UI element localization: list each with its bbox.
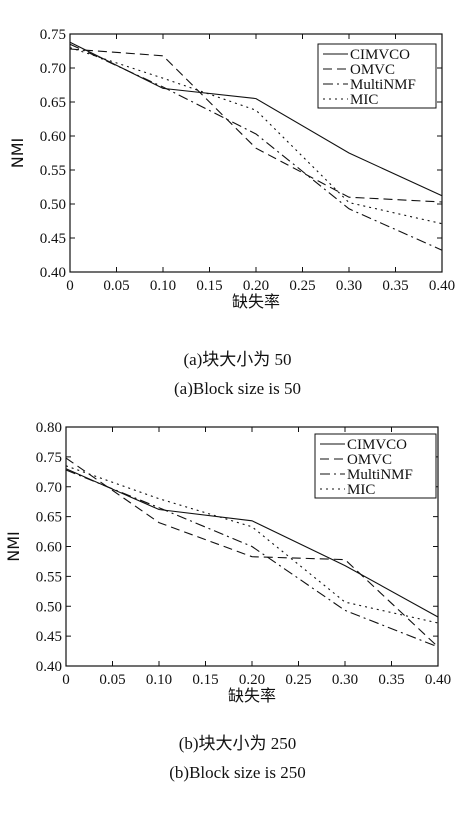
x-tick-label: 0.20	[239, 672, 265, 688]
legend-label: MIC	[347, 482, 375, 498]
x-tick-label: 0.15	[192, 672, 218, 688]
caption-cn-b: (b)块大小为 250	[178, 734, 297, 753]
series-line-cimvco	[65, 468, 439, 618]
x-tick-label: 0.25	[289, 278, 315, 294]
series-line-multinmf	[65, 469, 439, 648]
y-tick-label: 0.75	[36, 450, 62, 466]
series-line-multinmf	[69, 43, 443, 251]
x-tick-label: 0.05	[99, 672, 125, 688]
y-axis-title: NMI	[8, 138, 27, 169]
y-tick-label: 0.40	[40, 265, 66, 281]
x-tick-label: 0.15	[196, 278, 222, 294]
y-tick-label: 0.55	[36, 569, 62, 585]
x-tick-label: 0.05	[103, 278, 129, 294]
caption-en-b: (b)Block size is 250	[169, 763, 306, 782]
x-tick-label: 0.30	[332, 672, 358, 688]
x-tick-label: 0.40	[425, 672, 451, 688]
y-tick-label: 0.60	[40, 129, 66, 145]
series-line-omvc	[69, 48, 443, 203]
y-tick-label: 0.45	[40, 231, 66, 247]
y-tick-label: 0.65	[36, 510, 62, 526]
x-tick-label: 0.25	[285, 672, 311, 688]
legend-label: CIMVCO	[347, 437, 407, 453]
chart-panel-b: 0 0.05 0.10 0.15 0.20 0.25 0.30 0.35 0.40 0.40 0.4…	[0, 410, 475, 819]
legend-label: OMVC	[350, 62, 395, 78]
x-tick-label: 0.35	[378, 672, 404, 688]
x-tick-label: 0	[66, 278, 74, 294]
x-tick-label: 0	[62, 672, 70, 688]
legend-label: MultiNMF	[347, 467, 413, 483]
x-tick-label: 0.10	[146, 672, 172, 688]
x-tick-label: 0.30	[336, 278, 362, 294]
x-axis-title: 缺失率	[228, 686, 276, 705]
caption-en-a: (a)Block size is 50	[174, 379, 301, 397]
legend-label: OMVC	[347, 452, 392, 468]
y-tick-label: 0.80	[36, 420, 62, 436]
legend-label: CIMVCO	[350, 47, 410, 63]
chart-b: 0 0.05 0.10 0.15 0.20 0.25 0.30 0.35 0.40 0.40 0.4…	[4, 420, 451, 705]
legend-label: MIC	[350, 92, 378, 108]
y-tick-label: 0.75	[40, 27, 66, 43]
x-tick-label: 0.35	[382, 278, 408, 294]
y-tick-label: 0.65	[40, 95, 66, 111]
y-tick-label: 0.50	[40, 197, 66, 213]
y-tick-label: 0.55	[40, 163, 66, 179]
series-line-omvc	[65, 457, 439, 648]
x-axis-title: 缺失率	[232, 292, 280, 311]
y-tick-label: 0.70	[40, 61, 66, 77]
x-tick-label: 0.20	[243, 278, 269, 294]
caption-cn-a: (a)块大小为 50	[183, 350, 292, 369]
x-tick-label: 0.40	[429, 278, 455, 294]
y-tick-label: 0.60	[36, 540, 62, 556]
y-tick-label: 0.45	[36, 629, 62, 645]
chart-a: 0 0.05 0.10 0.15 0.20 0.25 0.30 0.35 0.40 0.40 0.4…	[8, 27, 455, 311]
legend-label: MultiNMF	[350, 77, 416, 93]
y-axis-title: NMI	[4, 531, 23, 562]
y-tick-label: 0.70	[36, 480, 62, 496]
legend-box	[317, 43, 437, 109]
chart-panel-a: 0 0.05 0.10 0.15 0.20 0.25 0.30 0.35 0.40 0.40 0.4…	[0, 0, 475, 400]
legend-box	[314, 433, 437, 499]
y-tick-label: 0.40	[36, 659, 62, 675]
x-tick-label: 0.10	[150, 278, 176, 294]
y-tick-label: 0.50	[36, 599, 62, 615]
